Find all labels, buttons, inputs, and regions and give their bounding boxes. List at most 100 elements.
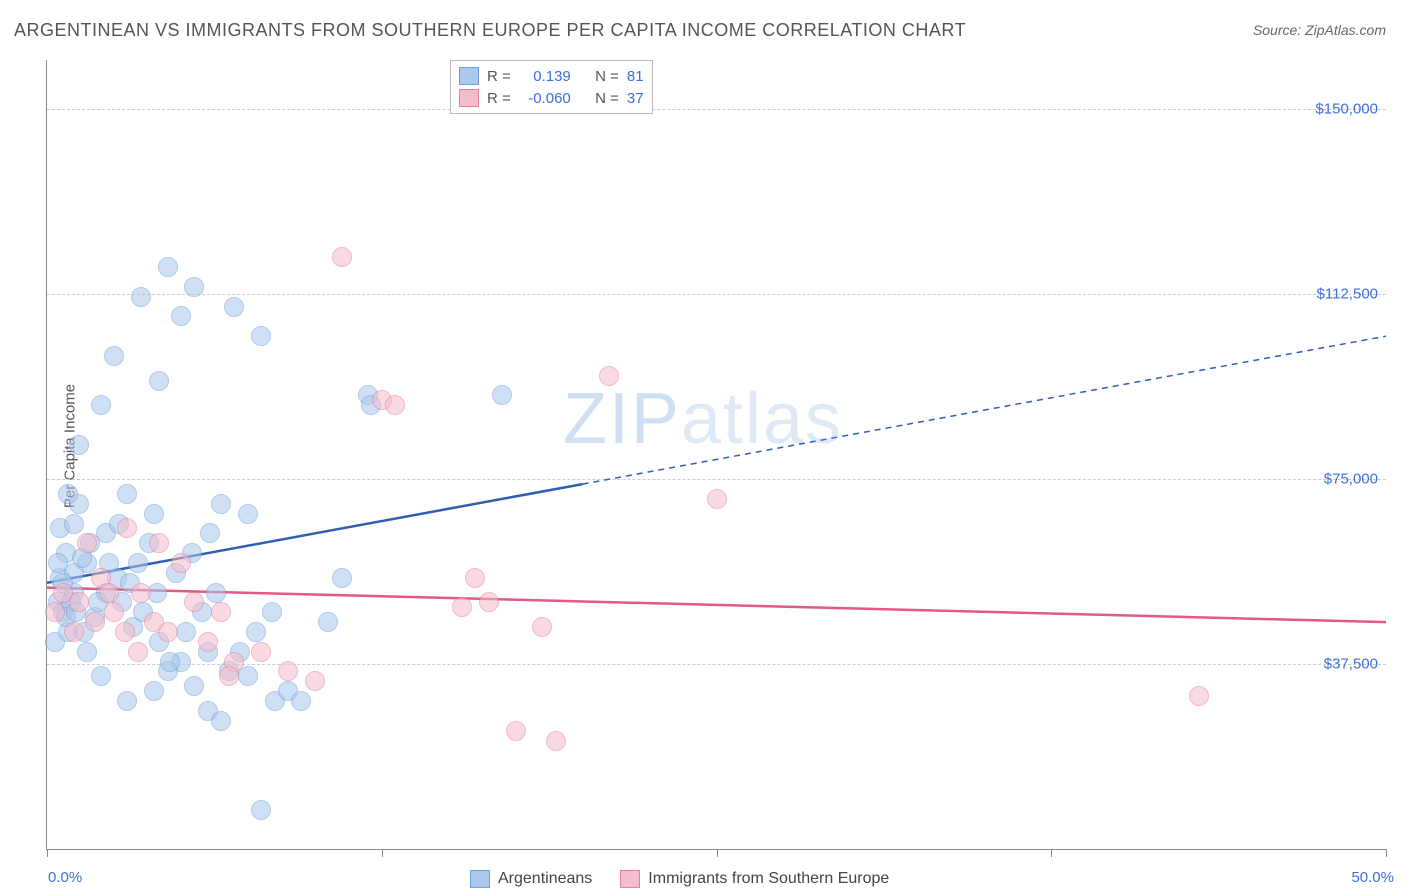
gridline <box>47 479 1386 480</box>
scatter-point <box>211 494 231 514</box>
scatter-point <box>262 602 282 622</box>
scatter-point <box>45 602 65 622</box>
n-label: N = <box>595 68 619 85</box>
scatter-point <box>69 435 89 455</box>
scatter-point <box>131 287 151 307</box>
scatter-point <box>546 731 566 751</box>
scatter-point <box>117 484 137 504</box>
scatter-point <box>246 622 266 642</box>
legend-swatch <box>620 870 640 888</box>
scatter-point <box>479 592 499 612</box>
scatter-point <box>171 553 191 573</box>
scatter-point <box>219 666 239 686</box>
gridline <box>47 109 1386 110</box>
scatter-point <box>251 800 271 820</box>
scatter-point <box>184 277 204 297</box>
scatter-point <box>492 385 512 405</box>
scatter-point <box>707 489 727 509</box>
x-tick <box>1051 849 1052 857</box>
scatter-point <box>452 597 472 617</box>
scatter-point <box>291 691 311 711</box>
legend-series-label: Argentineans <box>498 870 592 888</box>
legend-swatch <box>459 67 479 85</box>
scatter-point <box>251 642 271 662</box>
scatter-point <box>64 514 84 534</box>
scatter-point <box>238 504 258 524</box>
x-axis-min-label: 0.0% <box>48 869 82 886</box>
scatter-point <box>144 681 164 701</box>
gridline <box>47 664 1386 665</box>
scatter-point <box>128 553 148 573</box>
scatter-point <box>332 247 352 267</box>
x-axis-max-label: 50.0% <box>1351 869 1394 886</box>
scatter-point <box>305 671 325 691</box>
scatter-point <box>117 691 137 711</box>
source-label: Source: ZipAtlas.com <box>1253 22 1386 38</box>
scatter-point <box>48 553 68 573</box>
scatter-point <box>198 632 218 652</box>
scatter-point <box>506 721 526 741</box>
correlation-legend: R = 0.139 N = 81 R = -0.060 N = 37 <box>450 60 653 114</box>
scatter-point <box>318 612 338 632</box>
legend-series-label: Immigrants from Southern Europe <box>648 870 889 888</box>
scatter-point <box>77 533 97 553</box>
chart-title: ARGENTINEAN VS IMMIGRANTS FROM SOUTHERN … <box>14 20 966 41</box>
r-label: R = <box>487 68 511 85</box>
trend-line-dashed <box>583 336 1386 484</box>
x-tick <box>1386 849 1387 857</box>
scatter-point <box>117 518 137 538</box>
scatter-point <box>184 592 204 612</box>
scatter-point <box>158 257 178 277</box>
scatter-point <box>278 661 298 681</box>
scatter-point <box>532 617 552 637</box>
scatter-point <box>200 523 220 543</box>
scatter-point <box>158 622 178 642</box>
scatter-point <box>77 642 97 662</box>
legend-series-item: Argentineans <box>470 870 592 888</box>
scatter-point <box>206 583 226 603</box>
scatter-point <box>91 666 111 686</box>
legend-swatch <box>459 89 479 107</box>
scatter-point <box>224 297 244 317</box>
r-value: 0.139 <box>519 68 571 85</box>
scatter-point <box>149 371 169 391</box>
r-value: -0.060 <box>519 90 571 107</box>
y-tick-label: $37,500 <box>1324 656 1388 673</box>
scatter-point <box>128 642 148 662</box>
x-tick <box>382 849 383 857</box>
n-label: N = <box>595 90 619 107</box>
scatter-point <box>144 504 164 524</box>
legend-swatch <box>470 870 490 888</box>
y-tick-label: $75,000 <box>1324 471 1388 488</box>
scatter-point <box>465 568 485 588</box>
scatter-point <box>104 602 124 622</box>
x-tick <box>47 849 48 857</box>
gridline <box>47 294 1386 295</box>
scatter-point <box>599 366 619 386</box>
scatter-point <box>91 395 111 415</box>
y-tick-label: $150,000 <box>1315 101 1388 118</box>
scatter-point <box>149 533 169 553</box>
scatter-point <box>385 395 405 415</box>
scatter-point <box>251 326 271 346</box>
scatter-point <box>332 568 352 588</box>
scatter-point <box>104 346 124 366</box>
scatter-point <box>160 652 180 672</box>
scatter-point <box>99 583 119 603</box>
scatter-point <box>211 711 231 731</box>
y-tick-label: $112,500 <box>1317 286 1388 303</box>
n-value: 81 <box>627 68 644 85</box>
plot-area: $37,500 $75,000 $112,500 $150,000 <box>46 60 1386 850</box>
scatter-point <box>1189 686 1209 706</box>
scatter-point <box>171 306 191 326</box>
legend-correlation-row: R = -0.060 N = 37 <box>459 87 644 109</box>
x-tick <box>717 849 718 857</box>
n-value: 37 <box>627 90 644 107</box>
r-label: R = <box>487 90 511 107</box>
scatter-point <box>69 592 89 612</box>
scatter-point <box>131 583 151 603</box>
legend-correlation-row: R = 0.139 N = 81 <box>459 65 644 87</box>
scatter-point <box>58 484 78 504</box>
series-legend: Argentineans Immigrants from Southern Eur… <box>470 870 889 888</box>
legend-series-item: Immigrants from Southern Europe <box>620 870 889 888</box>
